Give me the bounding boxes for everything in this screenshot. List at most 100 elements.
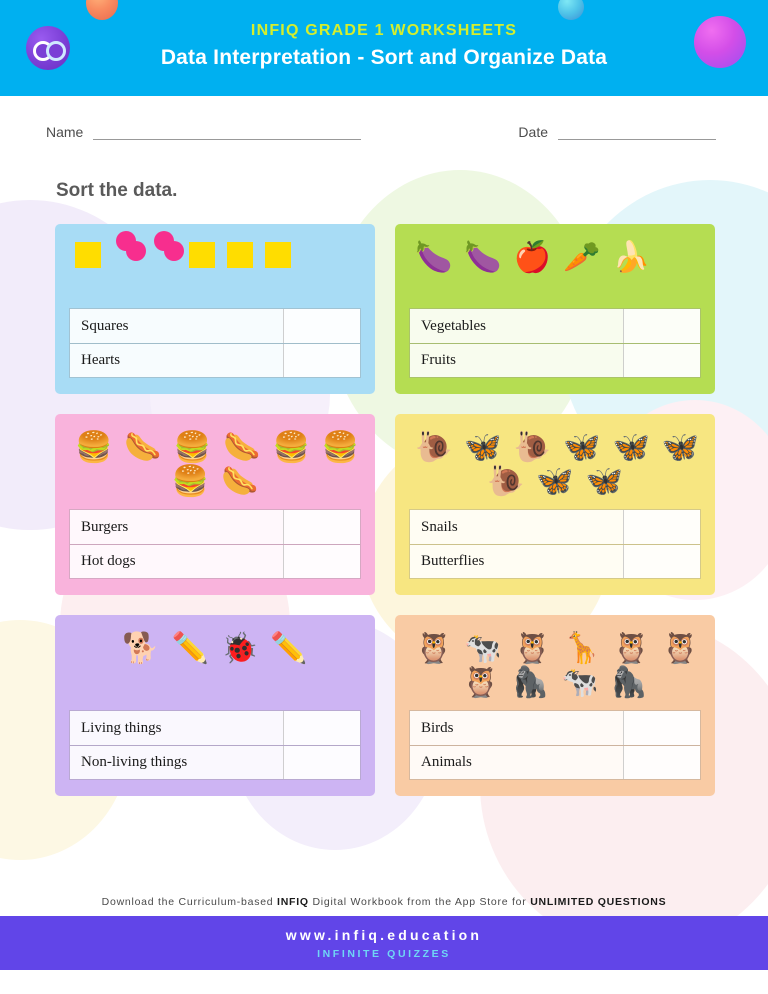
answer-blank-cell[interactable]	[623, 344, 700, 377]
promo-brand: INFIQ	[277, 896, 309, 908]
student-meta-row: Name Date	[0, 96, 768, 140]
table-row: Butterflies	[410, 544, 700, 578]
infiq-owl-eyes-logo-icon	[26, 26, 70, 70]
card-items-birds-animals: 🦉 🐄 🦉 🦒 🦉 🦉 🦉 🦍 🐄 🦍	[409, 629, 701, 710]
table-row: Living things	[70, 711, 360, 745]
answer-blank-cell[interactable]	[623, 746, 700, 779]
yellow-square-icon	[189, 242, 215, 268]
object-icon: 🐌	[513, 431, 552, 464]
page-title: Data Interpretation - Sort and Organize …	[160, 46, 608, 69]
answer-blank-cell[interactable]	[623, 711, 700, 745]
object-icon: 🐌	[415, 431, 453, 464]
promo-prefix: Download the Curriculum-based	[101, 896, 278, 908]
object-icon: 🦋	[661, 431, 700, 464]
object-icon: 🍔	[272, 431, 310, 464]
object-icon: ✏️	[270, 632, 308, 665]
card-items-bugs: 🐌 🦋 🐌 🦋 🦋 🦋 🐌 🦋 🦋	[409, 428, 701, 509]
table-row: Vegetables	[410, 309, 700, 343]
item-row: 🐌 🦋 🦋	[409, 464, 701, 498]
object-icon: 🐄	[561, 665, 599, 699]
item-row: 🐕 ✏️ 🐞 ✏️	[69, 633, 361, 665]
promo-suffix: UNLIMITED QUESTIONS	[530, 896, 667, 908]
yellow-square-icon	[227, 242, 253, 268]
answer-blank-cell[interactable]	[623, 309, 700, 343]
footer-url[interactable]: www.infiq.education	[285, 927, 483, 943]
category-label: Fruits	[410, 344, 623, 377]
pink-heart-icon	[113, 242, 139, 268]
item-row: 🍔 🌭	[69, 464, 361, 498]
object-icon: 🌭	[223, 431, 261, 464]
name-input-line[interactable]	[93, 139, 362, 140]
object-icon: 🍔	[321, 431, 360, 464]
footer-bar: www.infiq.education INFINITE QUIZZES	[0, 916, 768, 970]
date-label: Date	[518, 124, 548, 140]
card-items-living-nonliving: 🐕 ✏️ 🐞 ✏️	[69, 629, 361, 710]
card-items-food-plants: 🍆 🍆 🍎 🥕 🍌	[409, 238, 701, 308]
worksheet-cards-grid: Squares Hearts 🍆 🍆 🍎 🥕 🍌 Vegetables Fruits 🍔 🌭 🍔 🌭 🍔 🍔…	[55, 224, 768, 796]
answer-table-shapes: Squares Hearts	[69, 308, 361, 378]
object-icon: 🦍	[610, 665, 648, 699]
name-field-group[interactable]: Name	[46, 124, 362, 140]
item-row: 🦉 🐄 🦉 🦒 🦉 🦉	[409, 633, 701, 665]
object-icon: 🦉	[462, 665, 500, 699]
answer-table-food-plants: Vegetables Fruits	[409, 308, 701, 378]
footer-tagline: INFINITE QUIZZES	[317, 948, 451, 960]
answer-table-bugs: Snails Butterflies	[409, 509, 701, 579]
table-row: Fruits	[410, 343, 700, 377]
object-icon: 🦉	[661, 632, 700, 665]
object-icon: 🦉	[415, 632, 453, 665]
category-label: Snails	[410, 510, 623, 544]
answer-table-fast-food: Burgers Hot dogs	[69, 509, 361, 579]
promo-middle: Digital Workbook from the App Store for	[308, 896, 531, 908]
answer-blank-cell[interactable]	[283, 344, 360, 377]
category-label: Hearts	[70, 344, 283, 377]
answer-blank-cell[interactable]	[283, 746, 360, 779]
object-icon: 🍆	[415, 241, 453, 274]
object-icon: 🦉	[612, 632, 650, 665]
item-row: 🐌 🦋 🐌 🦋 🦋 🦋	[409, 432, 701, 464]
pink-heart-icon	[151, 242, 177, 268]
table-row: Hearts	[70, 343, 360, 377]
card-items-fast-food: 🍔 🌭 🍔 🌭 🍔 🍔 🍔 🌭	[69, 428, 361, 509]
instruction-text: Sort the data.	[56, 180, 178, 201]
category-label: Birds	[410, 711, 623, 745]
object-icon: 🦋	[585, 464, 624, 498]
table-row: Squares	[70, 309, 360, 343]
object-icon: 🍔	[173, 431, 212, 464]
answer-blank-cell[interactable]	[623, 510, 700, 544]
object-icon: 🍆	[464, 241, 502, 274]
cyan-sphere-icon	[558, 0, 584, 20]
table-row: Birds	[410, 711, 700, 745]
yellow-square-icon	[265, 242, 291, 268]
sort-card-living-nonliving: 🐕 ✏️ 🐞 ✏️ Living things Non-living things	[55, 615, 375, 796]
table-row: Burgers	[70, 510, 360, 544]
answer-blank-cell[interactable]	[283, 510, 360, 544]
answer-blank-cell[interactable]	[623, 545, 700, 578]
yellow-square-icon	[75, 242, 101, 268]
name-label: Name	[46, 124, 84, 140]
answer-blank-cell[interactable]	[283, 309, 360, 343]
date-field-group[interactable]: Date	[518, 124, 716, 140]
object-icon: 🍔	[75, 431, 113, 464]
sort-card-bugs: 🐌 🦋 🐌 🦋 🦋 🦋 🐌 🦋 🦋 Snails Butterflies	[395, 414, 715, 595]
answer-table-living-nonliving: Living things Non-living things	[69, 710, 361, 780]
page-header: INFIQ GRADE 1 WORKSHEETS Data Interpreta…	[0, 0, 768, 96]
header-kicker: INFIQ GRADE 1 WORKSHEETS	[250, 22, 518, 39]
sort-card-birds-animals: 🦉 🐄 🦉 🦒 🦉 🦉 🦉 🦍 🐄 🦍 Birds Animals	[395, 615, 715, 796]
table-row: Animals	[410, 745, 700, 779]
item-row: 🦉 🦍 🐄 🦍	[409, 665, 701, 699]
date-input-line[interactable]	[558, 139, 716, 140]
object-icon: 🌭	[124, 431, 162, 464]
answer-blank-cell[interactable]	[283, 711, 360, 745]
item-row: 🍔 🌭 🍔 🌭 🍔 🍔	[69, 432, 361, 464]
object-icon: 🍔	[171, 464, 209, 498]
item-row: 🍆 🍆 🍎 🥕 🍌	[409, 242, 701, 274]
answer-blank-cell[interactable]	[283, 545, 360, 578]
category-label: Squares	[70, 309, 283, 343]
table-row: Hot dogs	[70, 544, 360, 578]
object-icon: 🐞	[221, 632, 259, 665]
object-icon: 🦋	[536, 464, 574, 498]
object-icon: 🦋	[563, 431, 601, 464]
category-label: Non-living things	[70, 746, 283, 779]
object-icon: 🍎	[513, 241, 552, 274]
